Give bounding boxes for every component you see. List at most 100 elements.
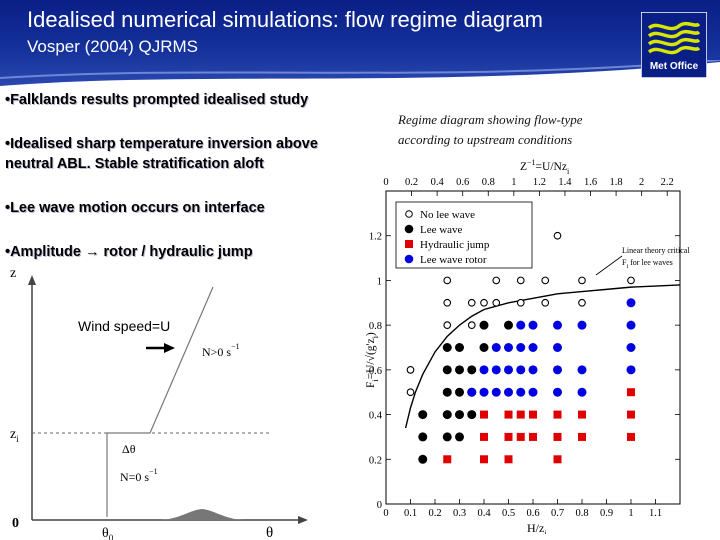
lee-wave-rotor-point [626, 365, 636, 375]
top-tick-label: 1.4 [558, 177, 572, 188]
top-tick-label: 0.8 [482, 177, 495, 188]
lee-wave-point [455, 387, 464, 397]
hydraulic-jump-point [480, 455, 488, 464]
lee-wave-point [442, 410, 452, 420]
temperature-profile-diagram: z zi 0 θ θ0 Wind speed=U N>0 s−1 Δθ N=0 … [10, 266, 308, 540]
lee-wave-rotor-point [491, 343, 501, 352]
lee-wave-point [418, 454, 428, 464]
top-tick-label: 1.6 [584, 177, 597, 188]
no-lee-wave-point [553, 231, 562, 240]
no-lee-wave-point [443, 321, 452, 329]
top-tick-label: 0.4 [431, 177, 445, 188]
no-lee-wave-point [443, 276, 452, 285]
no-lee-wave-point [516, 276, 525, 285]
lee-wave-rotor-point [577, 387, 587, 397]
lee-wave-rotor-point [528, 320, 538, 330]
lee-wave-point [442, 365, 452, 375]
hydraulic-jump-point [553, 432, 562, 441]
lee-wave-point [418, 410, 428, 420]
theta-axis-label: θ [266, 525, 273, 540]
hydraulic-jump-point [529, 410, 537, 419]
top-tick-label: 1.2 [533, 177, 546, 188]
hydraulic-jump-point [516, 410, 525, 419]
bullet-inversion-cont: neutral ABL. Stable stratification aloft [5, 156, 264, 172]
wind-speed-label: Wind speed=U [78, 318, 170, 334]
no-lee-wave-point [467, 321, 476, 329]
no-lee-wave-point [627, 276, 635, 285]
hydraulic-jump-point [627, 432, 635, 441]
theta0-label: θ0 [102, 526, 114, 540]
logo-text: Met Office [649, 61, 699, 72]
y-axis-title: Fi=U/√(g'zi) [364, 332, 380, 388]
lee-wave-point [442, 343, 452, 352]
legend-label-hydraulic-jump: Hydraulic jump [420, 239, 490, 251]
lee-wave-point [467, 410, 477, 420]
legend-label-lee-wave-rotor: Lee wave rotor [420, 254, 487, 266]
banner-swoosh [0, 60, 720, 100]
bullet-falklands: •Falklands results prompted idealised st… [5, 92, 309, 108]
lee-wave-rotor-point [504, 387, 513, 397]
lee-wave-point [455, 365, 464, 375]
annotation-line-1: Linear theory critical [622, 246, 690, 255]
top-tick-label: 1.8 [610, 177, 623, 188]
lee-wave-rotor-point [516, 320, 526, 330]
lee-wave-rotor-point [528, 387, 538, 397]
lee-wave-rotor-point [528, 343, 538, 352]
hydraulic-jump-point [504, 455, 513, 464]
legend-label-no-lee-wave: No lee wave [420, 209, 475, 221]
bullet-inversion: •Idealised sharp temperature inversion a… [5, 136, 318, 152]
no-lee-wave-point [406, 366, 415, 374]
wind-arrow-icon [164, 343, 175, 353]
lee-wave-rotor-point [577, 365, 587, 375]
x-axis-title: H/zi [527, 521, 547, 534]
x-tick-label: 0.3 [453, 508, 466, 519]
hydraulic-jump-point [529, 432, 537, 441]
legend-marker-hydraulic-jump [405, 240, 413, 248]
lee-wave-rotor-point [553, 387, 562, 397]
x-tick-label: 0.9 [600, 508, 613, 519]
y-tick-label: 0.6 [369, 366, 382, 377]
hydraulic-jump-point [627, 388, 635, 397]
hydraulic-jump-point [578, 432, 586, 441]
lee-wave-point [442, 432, 452, 442]
no-lee-wave-point [467, 298, 476, 307]
legend-label-lee-wave: Lee wave [420, 224, 463, 236]
zi-label: zi [10, 427, 19, 444]
hydraulic-jump-point [480, 410, 488, 419]
no-lee-wave-point [492, 276, 501, 285]
no-lee-wave-point [516, 298, 525, 307]
terrain-hill [160, 509, 244, 520]
y-tick-label: 0 [377, 500, 382, 511]
top-axis-title: Z−1=U/Nzi [520, 158, 570, 176]
x-tick-label: 0.7 [551, 508, 564, 519]
lee-wave-rotor-point [467, 387, 477, 397]
hydraulic-jump-point [578, 410, 586, 419]
hydraulic-jump-point [480, 432, 488, 441]
lee-wave-rotor-point [516, 343, 526, 352]
hydraulic-jump-point [627, 410, 635, 419]
no-lee-wave-point [541, 298, 550, 307]
z-axis-label: z [10, 266, 16, 281]
legend-marker-lee-wave-rotor [404, 254, 414, 264]
theta-axis-arrow [298, 516, 308, 524]
lee-wave-rotor-point [479, 387, 489, 397]
met-office-logo [641, 12, 707, 78]
lee-wave-rotor-point [516, 365, 526, 375]
lee-wave-rotor-point [553, 343, 562, 352]
lee-wave-rotor-point [553, 320, 562, 330]
lee-wave-point [418, 432, 428, 442]
hydraulic-jump-point [553, 410, 562, 419]
lee-wave-rotor-point [577, 320, 587, 330]
hydraulic-jump-point [504, 410, 513, 419]
hydraulic-jump-point [553, 455, 562, 464]
top-tick-label: 0.2 [405, 177, 418, 188]
no-lee-wave-point [406, 388, 415, 397]
title-banner: Idealised numerical simulations: flow re… [0, 0, 720, 100]
legend-marker-no-lee-wave [405, 210, 413, 218]
lee-wave-rotor-point [479, 365, 489, 375]
caption-line-1: Regime diagram showing flow-type [398, 112, 583, 127]
top-tick-label: 0 [383, 177, 388, 188]
upper-stability-label: N>0 s−1 [202, 342, 240, 359]
x-tick-label: 0.1 [404, 508, 417, 519]
linear-theory-curve [404, 284, 681, 429]
